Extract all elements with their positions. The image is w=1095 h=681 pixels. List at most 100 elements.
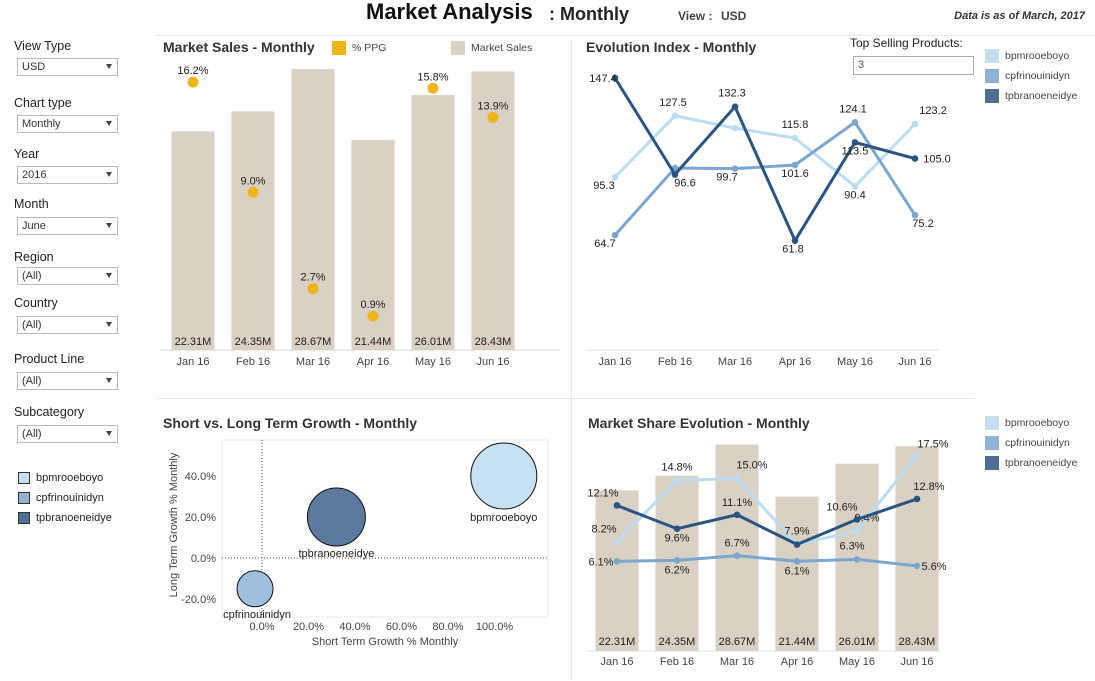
ppg-dot-feb-16[interactable] — [247, 186, 259, 198]
y-axis-title: Long Term Growth % Monthly — [168, 452, 180, 597]
share-point[interactable] — [613, 502, 621, 509]
evolution-point[interactable] — [791, 161, 799, 169]
evolution-point[interactable] — [611, 173, 619, 181]
evolution-point[interactable] — [791, 237, 799, 244]
page-subtitle: : Monthly — [549, 4, 629, 24]
view-label: View : — [678, 9, 713, 23]
view-type-select[interactable]: USD — [17, 58, 118, 76]
evolution-point[interactable] — [731, 165, 739, 172]
sales-bar-label: 21.44M — [355, 336, 392, 348]
share-line-bpmrooeboyo[interactable] — [615, 454, 919, 547]
region-select[interactable]: (All) — [17, 267, 118, 285]
evolution-point[interactable] — [611, 231, 619, 239]
evolution-point[interactable] — [671, 171, 679, 178]
ppg-dot-apr-16[interactable] — [367, 310, 379, 322]
evolution-value-label: 115.8 — [782, 119, 809, 131]
legend-label: bpmrooeboyo — [36, 472, 104, 484]
chevron-down-icon — [106, 172, 112, 177]
x-tick-label: Jan 16 — [598, 356, 631, 368]
sales-bar-feb-16[interactable] — [231, 111, 275, 351]
share-point[interactable] — [793, 541, 801, 548]
x-tick-label: Jan 16 — [600, 656, 633, 668]
share-point[interactable] — [913, 451, 921, 459]
sales-bar-jan-16[interactable] — [171, 131, 215, 350]
share-point[interactable] — [733, 511, 741, 519]
ppg-label: 2.7% — [300, 272, 325, 284]
share-point[interactable] — [613, 538, 621, 546]
share-point[interactable] — [853, 556, 861, 563]
evolution-value-label: 132.3 — [718, 88, 746, 100]
x-tick-label: 100.0% — [476, 621, 514, 633]
x-tick-label: 80.0% — [432, 621, 463, 633]
evolution-point[interactable] — [851, 183, 859, 190]
horizontal-divider — [155, 398, 975, 399]
ppg-dot-mar-16[interactable] — [307, 283, 319, 295]
evolution-line-cpfrinouinidyn[interactable] — [613, 120, 917, 237]
evolution-point[interactable] — [851, 118, 859, 126]
share-point[interactable] — [913, 495, 921, 503]
subcategory-select[interactable]: (All) — [17, 425, 118, 443]
bubble-cpfrinouinidyn[interactable] — [236, 570, 274, 608]
ppg-dot-jun-16[interactable] — [487, 111, 499, 123]
evolution-line-tpbranoeneidye[interactable] — [613, 77, 916, 244]
legend-label: Market Sales — [471, 42, 533, 54]
share-value-label: 12.8% — [913, 481, 944, 493]
chart-type-select[interactable]: Monthly — [17, 115, 118, 133]
y-tick-label: -20.0% — [181, 594, 216, 606]
month-select[interactable]: June — [17, 217, 118, 235]
sales-bar-may-16[interactable] — [411, 95, 455, 351]
evolution-point[interactable] — [911, 211, 919, 219]
filter-label-subcategory: Subcategory — [14, 405, 85, 419]
market-share-title: Market Share Evolution - Monthly — [588, 415, 810, 431]
legend-swatch — [985, 416, 999, 430]
share-point[interactable] — [613, 557, 621, 565]
share-point[interactable] — [793, 557, 801, 565]
chevron-down-icon — [106, 223, 112, 228]
bubble-bpmrooeboyo[interactable] — [470, 442, 538, 510]
evolution-point[interactable] — [731, 103, 739, 110]
filter-label-view-type: View Type — [14, 39, 72, 53]
share-value-label: 6.1% — [784, 565, 809, 577]
x-tick-label: 20.0% — [293, 621, 324, 633]
x-tick-label: Mar 16 — [720, 656, 754, 668]
evolution-line-bpmrooeboyo[interactable] — [613, 114, 917, 189]
legend-swatch — [985, 69, 999, 83]
share-bar-jan-16[interactable] — [595, 490, 639, 651]
x-tick-label: Mar 16 — [718, 356, 752, 368]
evolution-point[interactable] — [911, 120, 919, 128]
share-point[interactable] — [733, 552, 741, 559]
bubble-tpbranoeneidye[interactable] — [306, 487, 366, 547]
share-value-label: 12.1% — [587, 487, 618, 499]
year-select[interactable]: 2016 — [17, 166, 118, 184]
page-title: Market Analysis — [366, 0, 533, 24]
country-select[interactable]: (All) — [17, 316, 118, 334]
x-tick-label: 0.0% — [249, 621, 274, 633]
share-bar-apr-16[interactable] — [775, 496, 819, 651]
x-tick-label: Apr 16 — [781, 656, 813, 668]
share-point[interactable] — [853, 516, 861, 523]
share-point[interactable] — [733, 475, 741, 482]
share-point[interactable] — [913, 562, 921, 570]
top-selling-input[interactable]: 3 — [853, 56, 974, 75]
share-value-label: 6.2% — [664, 564, 689, 576]
evolution-point[interactable] — [671, 112, 679, 120]
share-point[interactable] — [673, 477, 681, 484]
legend-swatch — [18, 512, 30, 524]
share-bar-jun-16[interactable] — [895, 446, 939, 651]
product-line-select[interactable]: (All) — [17, 372, 118, 390]
ppg-dot-jan-16[interactable] — [187, 76, 199, 88]
bubble-label: tpbranoeneidye — [298, 548, 374, 560]
evolution-point[interactable] — [911, 155, 919, 162]
share-point[interactable] — [673, 525, 681, 533]
sales-bar-mar-16[interactable] — [291, 69, 335, 350]
evolution-point[interactable] — [611, 74, 619, 82]
y-tick-label: 40.0% — [185, 471, 216, 483]
share-line-cpfrinouinidyn[interactable] — [616, 554, 918, 568]
evolution-point[interactable] — [791, 134, 799, 142]
share-point[interactable] — [853, 527, 861, 534]
share-line-tpbranoeneidye[interactable] — [616, 497, 918, 547]
evolution-point[interactable] — [731, 124, 739, 132]
evolution-point[interactable] — [851, 139, 859, 146]
share-point[interactable] — [673, 557, 681, 564]
ppg-dot-may-16[interactable] — [427, 82, 439, 94]
